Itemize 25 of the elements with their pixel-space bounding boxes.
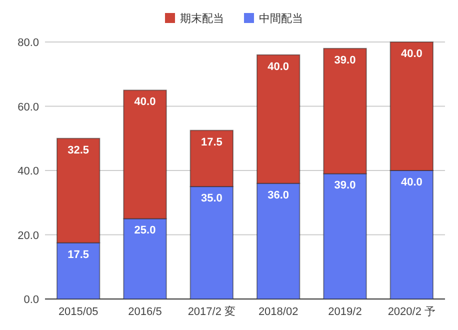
data-label: 40.0 <box>400 176 422 188</box>
y-tick-label: 20.0 <box>18 230 39 242</box>
data-label: 40.0 <box>268 60 290 73</box>
x-tick-label: 2019/2 <box>328 306 362 318</box>
data-label: 32.5 <box>68 144 90 156</box>
legend-label: 期末配当 <box>180 12 224 25</box>
data-label: 39.0 <box>334 180 356 192</box>
x-tick-label: 2016/5 <box>128 306 162 318</box>
y-tick-label: 0.0 <box>24 294 39 306</box>
data-label: 39.0 <box>334 54 356 66</box>
data-label: 17.5 <box>200 136 222 148</box>
data-label: 40.0 <box>400 48 422 60</box>
y-tick-label: 80.0 <box>18 37 39 49</box>
data-label: 40.0 <box>134 96 156 108</box>
x-tick-label: 2015/05 <box>58 306 98 318</box>
data-label: 36.0 <box>268 189 290 202</box>
data-label: 35.0 <box>200 192 222 205</box>
x-tick-label: 2020/2 予 <box>388 306 436 318</box>
data-label: 17.5 <box>68 248 90 261</box>
legend-label: 中間配当 <box>259 12 303 25</box>
y-tick-label: 40.0 <box>18 166 39 178</box>
y-tick-label: 60.0 <box>18 101 39 114</box>
x-tick-label: 2018/02 <box>258 306 298 318</box>
x-tick-label: 2017/2 変 <box>188 305 236 318</box>
data-label: 25.0 <box>134 224 156 237</box>
